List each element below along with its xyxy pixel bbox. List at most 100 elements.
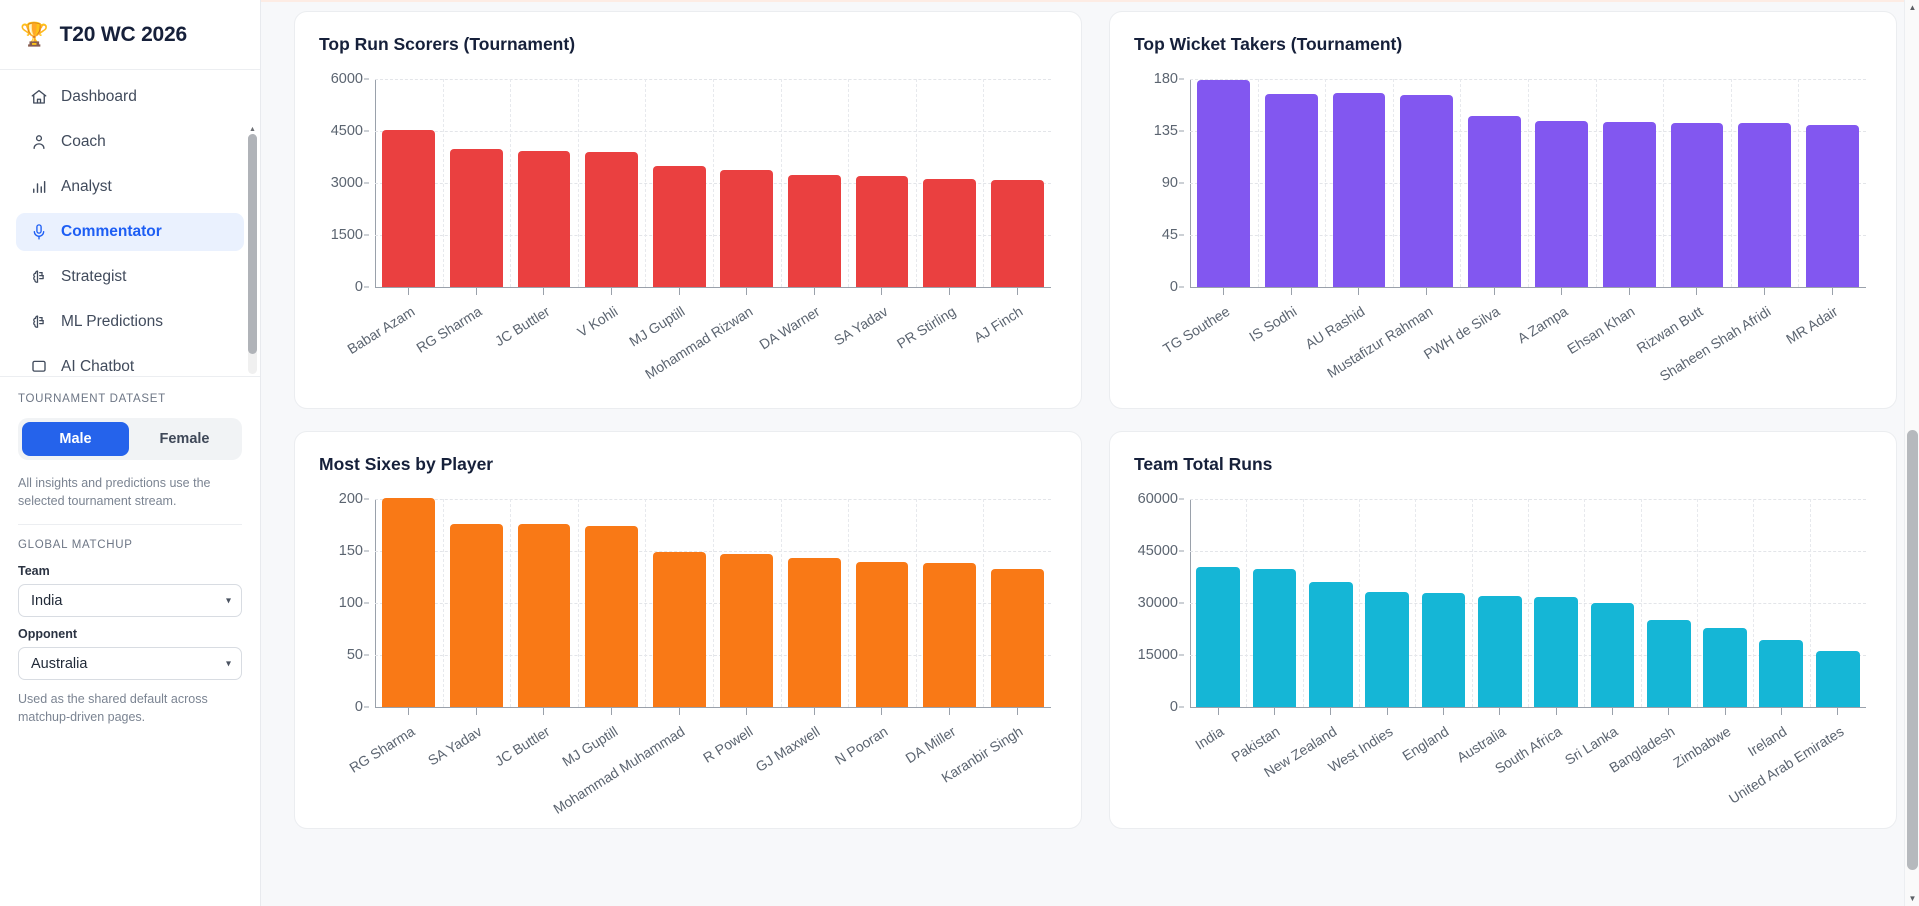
bar[interactable] xyxy=(1365,591,1410,707)
bar[interactable] xyxy=(652,552,706,707)
bar[interactable] xyxy=(1197,80,1251,287)
x-axis-tick-slot xyxy=(713,288,781,295)
bar[interactable] xyxy=(855,562,909,707)
bar[interactable] xyxy=(382,130,436,287)
chart-title: Top Wicket Takers (Tournament) xyxy=(1134,34,1403,54)
sidebar-item-label: ML Predictions xyxy=(61,313,163,330)
bar[interactable] xyxy=(1534,596,1579,707)
bar[interactable] xyxy=(1467,115,1521,287)
sidebar-item-ml-predictions[interactable]: ML Predictions xyxy=(16,303,244,341)
bar[interactable] xyxy=(1703,627,1748,707)
chart-grid: Top Run Scorers (Tournament) 0 1500 3000 450… xyxy=(294,11,1897,829)
page-scrollbar[interactable]: ▲ ▼ xyxy=(1904,0,1919,906)
top-accent-line xyxy=(0,0,1919,2)
bar[interactable] xyxy=(1265,94,1318,287)
x-axis-tick-slot xyxy=(713,708,781,715)
bar[interactable] xyxy=(1477,596,1522,707)
x-axis-tick xyxy=(1358,288,1360,295)
sidebar-item-coach[interactable]: Coach xyxy=(16,123,244,161)
bar[interactable] xyxy=(585,151,638,287)
bar-slot xyxy=(848,79,916,287)
page-scroll-up-arrow[interactable]: ▲ xyxy=(1908,3,1917,12)
bar[interactable] xyxy=(652,166,706,287)
sidebar-item-ai-chatbot[interactable]: AI Chatbot xyxy=(16,348,244,376)
bar[interactable] xyxy=(450,523,503,707)
bar-slot xyxy=(983,499,1051,707)
bar[interactable] xyxy=(450,149,503,287)
x-axis-tick-slot xyxy=(1258,288,1326,295)
opponent-select[interactable]: Australia ▾ xyxy=(18,647,242,681)
bar[interactable] xyxy=(1400,95,1453,287)
bar[interactable] xyxy=(517,150,571,287)
bar[interactable] xyxy=(382,497,436,707)
gridline-vertical xyxy=(442,79,444,287)
y-axis-tick-label: 0 xyxy=(1169,279,1178,295)
x-axis-line xyxy=(375,287,1051,288)
y-axis-tick-label: 0 xyxy=(354,699,363,715)
bar[interactable] xyxy=(1590,603,1635,707)
dataset-option-male[interactable]: Male xyxy=(22,422,129,456)
x-axis-tick-slot xyxy=(1731,288,1799,295)
sidebar-scrollbar[interactable]: ▲ ▼ xyxy=(248,126,257,376)
bar[interactable] xyxy=(1815,651,1860,707)
bar[interactable] xyxy=(1738,122,1791,287)
bar[interactable] xyxy=(923,563,976,707)
x-axis-tick-label: MJ Guptill xyxy=(558,723,621,770)
page-scroll-down-arrow[interactable]: ▼ xyxy=(1908,894,1917,903)
bar-series xyxy=(375,79,1051,287)
bar[interactable] xyxy=(990,180,1044,287)
bar[interactable] xyxy=(1805,125,1859,287)
bar[interactable] xyxy=(1196,566,1241,707)
bar[interactable] xyxy=(855,176,909,287)
x-axis-tick-label: R Powell xyxy=(699,723,756,766)
x-axis-tick-label: V Kohli xyxy=(573,303,621,341)
x-axis-tick-label: DA Miller xyxy=(902,723,959,767)
bar-slot xyxy=(781,499,849,707)
bar[interactable] xyxy=(990,568,1044,707)
bar[interactable] xyxy=(1252,569,1297,707)
bar[interactable] xyxy=(1421,593,1466,707)
page-scrollbar-thumb[interactable] xyxy=(1907,430,1918,870)
bar[interactable] xyxy=(788,175,841,287)
y-axis-tick xyxy=(364,550,369,552)
dataset-option-female[interactable]: Female xyxy=(159,431,210,447)
team-select[interactable]: India ▾ xyxy=(18,584,242,618)
gridline-vertical xyxy=(1730,79,1732,287)
bar[interactable] xyxy=(788,558,841,707)
bar[interactable] xyxy=(585,526,638,707)
bar[interactable] xyxy=(1759,639,1804,707)
bar[interactable] xyxy=(720,554,774,707)
y-axis-tick-label: 180 xyxy=(1153,71,1178,87)
plot-area xyxy=(1190,499,1866,707)
gridline-vertical xyxy=(1325,79,1327,287)
x-axis-ticks xyxy=(1190,288,1866,295)
scroll-down-arrow[interactable]: ▼ xyxy=(248,374,257,376)
sidebar-item-strategist[interactable]: Strategist xyxy=(16,258,244,296)
bar[interactable] xyxy=(923,178,976,287)
sidebar-scrollbar-thumb[interactable] xyxy=(248,134,257,354)
x-axis-tick-slot xyxy=(578,288,646,295)
x-axis-ticks xyxy=(375,288,1051,295)
bar[interactable] xyxy=(517,523,571,707)
x-axis-tick xyxy=(475,708,477,715)
x-axis-tick-slot xyxy=(916,288,984,295)
gridline-vertical xyxy=(1584,499,1586,707)
bar[interactable] xyxy=(720,170,774,287)
bar[interactable] xyxy=(1332,92,1386,287)
bar[interactable] xyxy=(1603,121,1656,287)
x-axis-tick-label: IS Sodhi xyxy=(1246,303,1300,345)
sidebar-item-analyst[interactable]: Analyst xyxy=(16,168,244,206)
bar[interactable] xyxy=(1670,122,1724,287)
bar-slot xyxy=(1528,79,1596,287)
bar[interactable] xyxy=(1646,620,1691,707)
bar[interactable] xyxy=(1308,581,1353,707)
chart-card: Top Run Scorers (Tournament) 0 1500 3000 450… xyxy=(294,11,1082,409)
gridline-vertical xyxy=(1460,79,1462,287)
x-axis-tick-slot xyxy=(510,708,578,715)
scroll-up-arrow[interactable]: ▲ xyxy=(249,126,256,133)
sidebar-item-dashboard[interactable]: Dashboard xyxy=(16,78,244,116)
bar[interactable] xyxy=(1535,120,1589,287)
sidebar-item-commentator[interactable]: Commentator xyxy=(16,213,244,251)
y-axis-tick-label: 135 xyxy=(1153,123,1178,139)
plot-area xyxy=(375,497,1051,707)
